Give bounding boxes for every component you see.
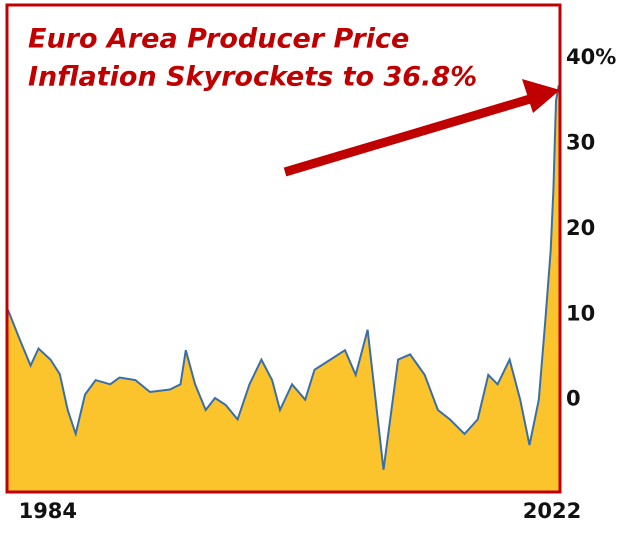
arrow-head <box>522 79 560 113</box>
x-tick-label: 2022 <box>523 499 581 523</box>
y-tick-label: 20 <box>566 216 595 240</box>
y-tick-label: 0 <box>566 387 581 411</box>
y-tick-label: 40% <box>566 45 616 69</box>
plot-area <box>7 85 560 493</box>
y-tick-label: 30 <box>566 130 595 154</box>
area <box>8 85 559 493</box>
chart-title: Euro Area Producer Price <box>28 24 409 55</box>
arrow-shaft <box>283 94 532 177</box>
x-tick-label: 1984 <box>19 499 77 523</box>
line <box>7 85 560 470</box>
chart-title: Inflation Skyrockets to 36.8% <box>28 62 477 93</box>
frame <box>5 3 562 494</box>
y-tick-label: 10 <box>566 301 595 325</box>
